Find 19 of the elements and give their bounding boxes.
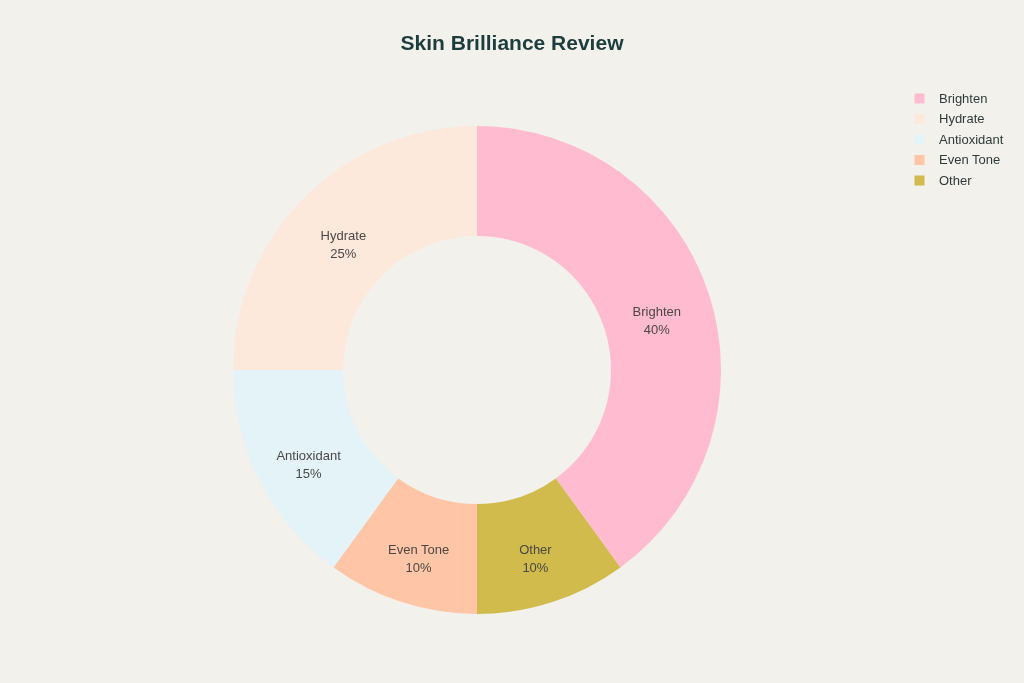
- legend-label: Other: [939, 172, 973, 188]
- data-label: 25%: [330, 246, 357, 262]
- legend-label: Brighten: [939, 90, 988, 106]
- data-label: 15%: [295, 465, 323, 481]
- legend-label: Even Tone: [939, 152, 1001, 167]
- data-label: 10%: [405, 559, 433, 575]
- donut-slice: [233, 126, 477, 370]
- legend-label: Antioxidant: [939, 131, 1004, 147]
- chart-title: Skin Brilliance Review: [400, 31, 625, 54]
- donut-slice: [333, 478, 477, 614]
- slice-label: Other: [519, 541, 553, 557]
- slice-label: Brighten: [632, 303, 681, 319]
- donut-slice: [477, 478, 621, 614]
- slice-label: Even Tone: [387, 541, 450, 557]
- data-label: 40%: [643, 321, 671, 337]
- slice-label: Hydrate: [320, 228, 367, 244]
- slice-label: Antioxidant: [276, 447, 342, 463]
- data-label: 10%: [522, 559, 549, 575]
- legend-label: Hydrate: [939, 111, 985, 126]
